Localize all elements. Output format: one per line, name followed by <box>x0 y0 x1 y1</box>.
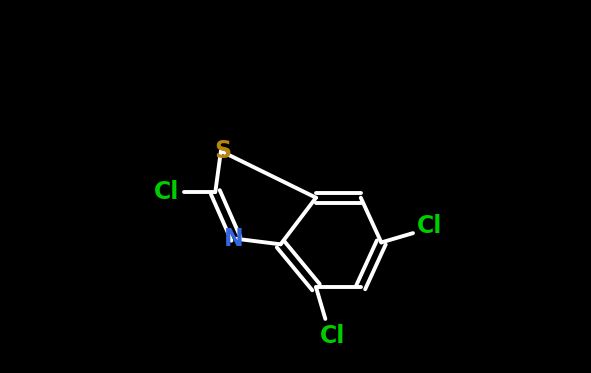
Text: S: S <box>214 139 231 163</box>
Text: Cl: Cl <box>154 180 180 204</box>
Text: Cl: Cl <box>417 214 443 238</box>
Text: Cl: Cl <box>320 324 346 348</box>
Text: N: N <box>224 227 244 251</box>
